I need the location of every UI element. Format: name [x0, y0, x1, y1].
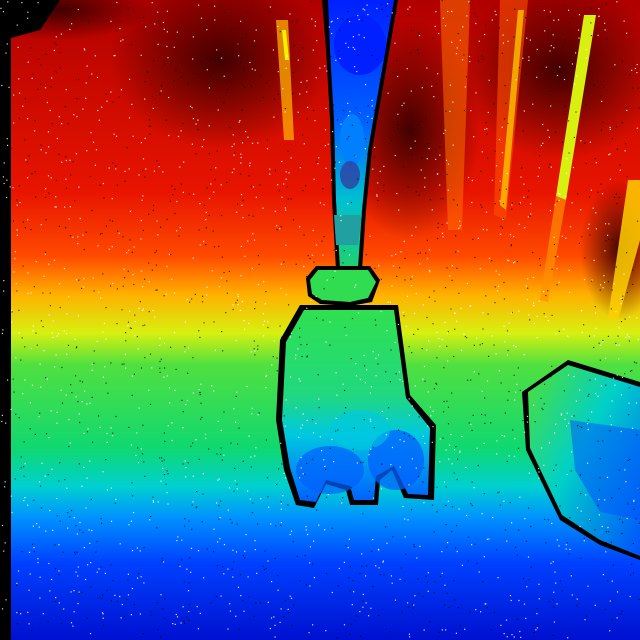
- gripper-arm: [276, 0, 436, 508]
- background-bars: [276, 0, 640, 320]
- left-invalid-border: [0, 0, 11, 640]
- box-object: [522, 360, 640, 560]
